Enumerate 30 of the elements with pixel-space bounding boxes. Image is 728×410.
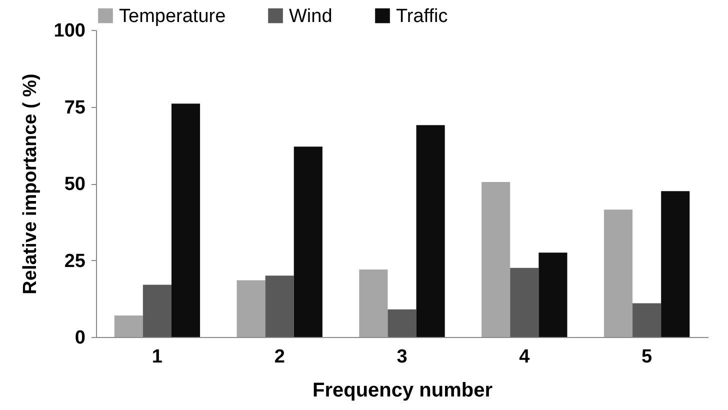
x-tick-label: 3: [396, 346, 408, 368]
y-tick-label: 25: [64, 250, 86, 272]
legend-label: Traffic: [396, 6, 448, 27]
bar: [236, 280, 266, 337]
y-tick-label: 0: [74, 328, 86, 348]
bar: [482, 182, 510, 337]
bar: [604, 210, 633, 337]
x-tick-label: 1: [152, 346, 163, 368]
y-tick-label: 100: [54, 20, 86, 42]
bar: [171, 104, 200, 337]
legend-label: Wind: [289, 6, 332, 27]
y-tick-label: 75: [64, 97, 86, 118]
bar: [388, 309, 416, 337]
bar: [359, 269, 388, 337]
bar: [142, 284, 172, 337]
bar: [661, 191, 690, 337]
y-axis-title: Relative importance ( %): [20, 74, 41, 294]
bar: [294, 146, 322, 337]
bar: [538, 252, 568, 337]
x-tick-label: 4: [519, 346, 530, 368]
x-tick-label: 2: [274, 346, 285, 368]
bar: [114, 316, 143, 337]
bar: [632, 303, 662, 337]
bar: [416, 125, 445, 337]
bar: [510, 268, 539, 337]
bar: [265, 276, 294, 337]
y-tick-label: 50: [64, 174, 86, 195]
x-tick-label: 5: [642, 346, 653, 368]
legend-label: Temperature: [119, 6, 226, 27]
x-axis-title: Frequency number: [312, 380, 493, 402]
